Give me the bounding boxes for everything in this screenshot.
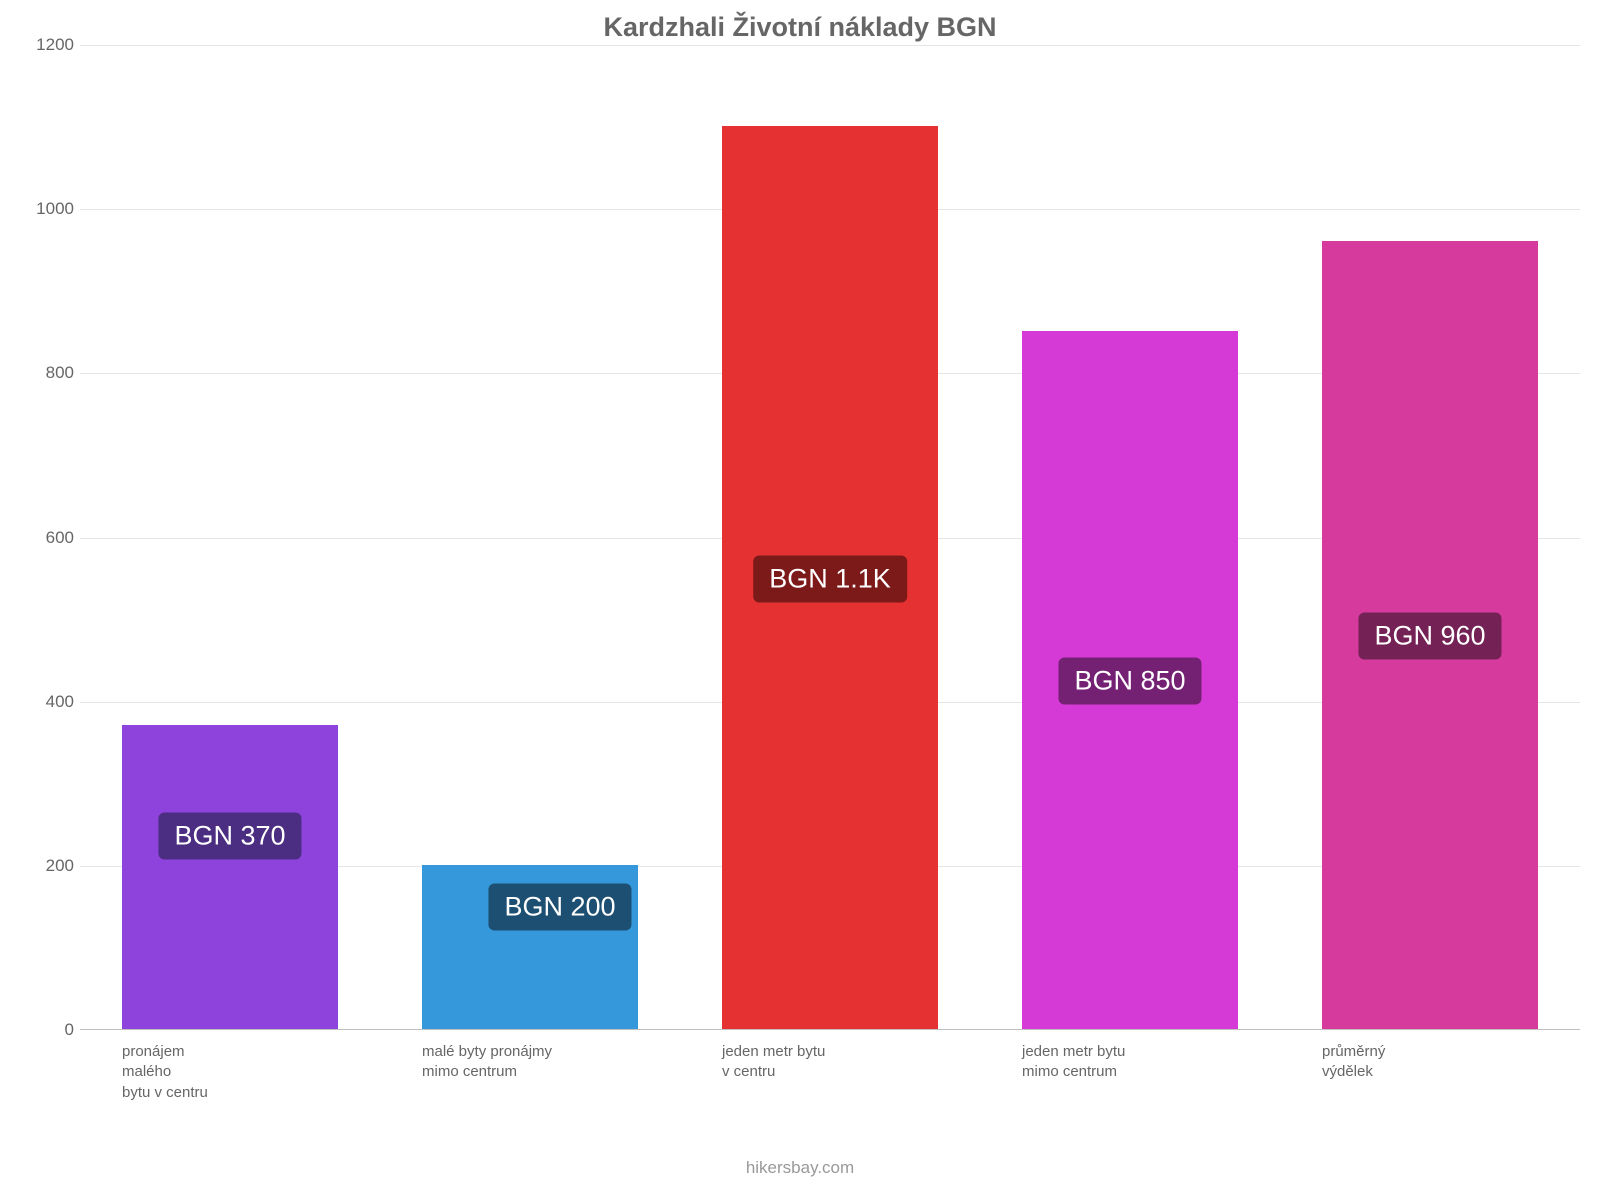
plot-area: BGN 370 BGN 200 BGN 1.1K BGN 850 BGN 960: [80, 45, 1580, 1030]
value-badge: BGN 850: [1058, 658, 1201, 705]
chart-container: Kardzhali Životní náklady BGN BGN 370BGN…: [0, 0, 1600, 1200]
y-tick-label: 200: [14, 856, 74, 876]
y-tick-label: 600: [14, 528, 74, 548]
y-tick-label: 400: [14, 692, 74, 712]
value-badge: BGN 200: [488, 883, 631, 930]
x-tick-label: pronájem malého bytu v centru: [122, 1042, 378, 1103]
x-tick-label: malé byty pronájmy mimo centrum: [422, 1042, 678, 1083]
y-tick-label: 1000: [14, 199, 74, 219]
bar: [122, 725, 338, 1029]
x-tick-label: průměrný výdělek: [1322, 1042, 1578, 1083]
gridline: [80, 45, 1580, 46]
y-tick-label: 0: [14, 1020, 74, 1040]
value-badge: BGN 960: [1358, 613, 1501, 660]
x-tick-label: jeden metr bytu mimo centrum: [1022, 1042, 1278, 1083]
attribution-text: hikersbay.com: [0, 1158, 1600, 1178]
y-tick-label: 1200: [14, 35, 74, 55]
x-tick-label: jeden metr bytu v centru: [722, 1042, 978, 1083]
chart-title: Kardzhali Životní náklady BGN: [0, 12, 1600, 43]
value-badge: BGN 370: [158, 812, 301, 859]
value-badge: BGN 1.1K: [753, 555, 907, 602]
y-tick-label: 800: [14, 363, 74, 383]
